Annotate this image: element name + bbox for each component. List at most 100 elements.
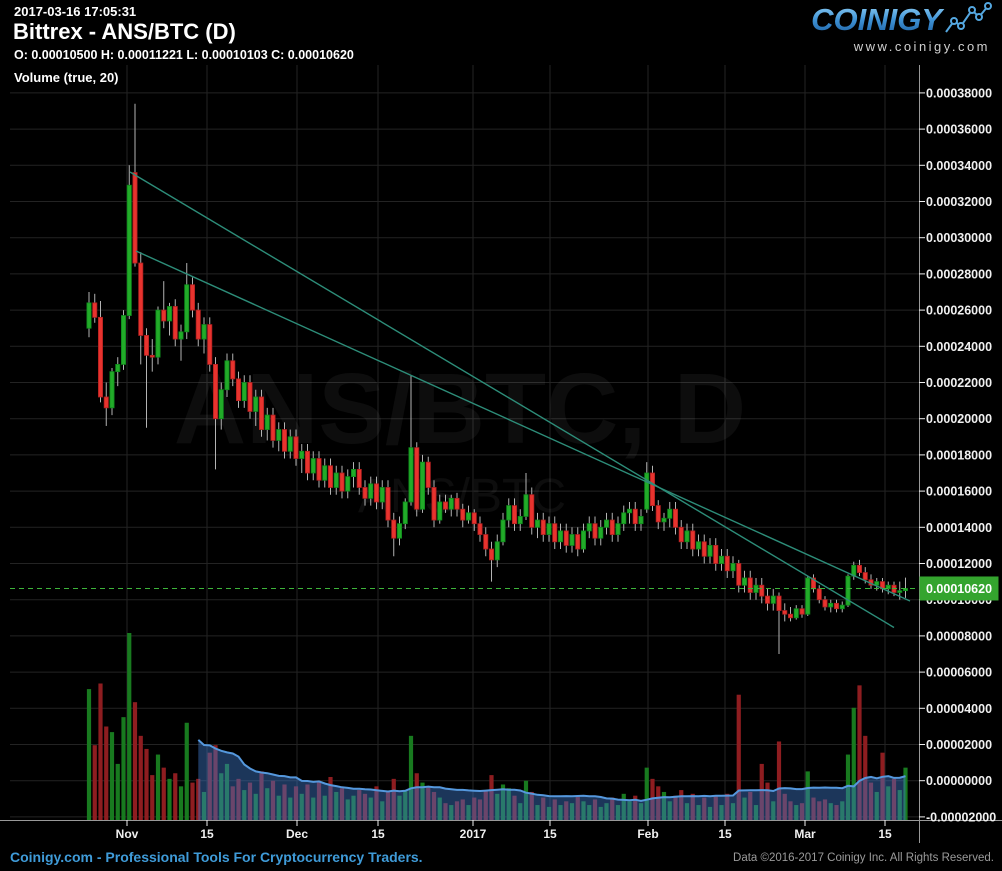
candle-down [822,599,828,608]
candle-down [362,487,368,499]
volume-bar [247,782,253,820]
volume-bar [868,782,874,820]
candle-up [178,331,184,340]
chart-canvas[interactable]: ANS/BTC, DANS/BTC0.000380000.000360000.0… [0,0,1002,845]
volume-bar [391,778,396,820]
volume-bar [282,784,287,820]
candle-up [419,461,425,510]
candle-down [857,564,863,573]
candle-up [218,389,224,420]
volume-bar [322,795,327,820]
footer-tagline: Coinigy.com - Professional Tools For Cry… [10,849,423,865]
candle-up [569,534,575,546]
candle-up [437,501,443,521]
volume-bar [339,788,345,820]
volume-bar [109,732,115,820]
volume-bar [454,801,460,820]
candle-down [673,508,679,528]
watermark-main: ANS/BTC, D [174,353,746,465]
y-axis-label: 0.00016000 [926,485,992,499]
volume-bar [437,797,442,820]
candle-up [523,494,529,517]
footer-copyright: Data ©2016-2017 Coinigy Inc. All Rights … [733,852,994,864]
volume-bar [742,797,747,820]
candle-up [126,184,132,316]
candle-down [776,595,782,611]
coinigy-url[interactable]: www.coinigy.com [853,39,990,54]
volume-bar [529,791,534,820]
trend-line[interactable] [129,171,895,629]
volume-bar [138,735,143,820]
volume-bar [598,806,603,820]
volume-bar [173,773,178,820]
candle-down [747,577,753,593]
candle-up [115,363,121,373]
last-price-tag-label: 0.00010620 [926,582,992,596]
candle-down [327,465,333,488]
chart-title: Bittrex - ANS/BTC (D) [13,19,236,44]
volume-bar [627,801,632,820]
candle-up [627,508,633,514]
x-axis-label: 2017 [460,827,487,841]
y-axis-label: 0.00026000 [926,304,992,318]
candle-up [322,465,328,481]
volume-bar [196,778,201,820]
candle-down [212,363,218,420]
candle-up [241,382,247,402]
x-axis-label: 15 [371,827,385,841]
trend-line[interactable] [135,250,911,602]
candle-up [742,577,748,586]
candle-up [839,604,845,610]
volume-bar [184,722,189,820]
candle-up [586,523,592,532]
candle-down [454,497,460,510]
volume-bar [535,805,540,820]
volume-bar [397,795,402,820]
x-axis-label: Feb [637,827,658,841]
candle-down [759,584,765,597]
candle-up [155,309,161,358]
volume-bar [414,773,419,820]
volume-ma-area [198,739,906,820]
volume-bar [104,726,109,820]
candle-down [195,309,201,340]
volume-bar [489,775,494,820]
volume-bar [259,771,264,820]
candle-up [121,315,127,365]
volume-bar [403,790,408,820]
candle-down [442,501,448,510]
candle-down [483,534,489,550]
candle-up [885,584,891,590]
volume-bar [771,801,776,820]
candle-up [621,512,627,525]
volume-bar [242,790,247,820]
chart-line-icon [945,2,992,33]
candle-down [103,396,109,409]
volume-bar [880,752,885,820]
volume-bar [874,791,879,820]
volume-bar [426,786,431,820]
candle-up [615,523,621,535]
volume-bar [178,786,184,820]
candle-down [563,530,569,546]
y-axis-label: 0.00024000 [926,340,992,354]
volume-bar [512,795,517,820]
volume-bar [696,805,701,820]
candle-down [230,360,236,380]
volume-bar [805,771,810,820]
candle-up [86,302,92,329]
candle-down [425,461,431,488]
candle-down [862,572,868,581]
candle-down [609,519,615,535]
volume-bar [656,786,661,820]
candle-up [402,501,408,525]
candle-up [517,516,523,525]
y-axis-label: 0.00032000 [926,195,992,209]
y-axis-label: 0.00006000 [926,666,992,680]
candle-up [558,530,564,543]
volume-bar [903,767,908,820]
volume-bar [357,790,362,820]
volume-bar [201,791,207,820]
candle-up [770,595,776,604]
volume-bar [713,795,718,820]
